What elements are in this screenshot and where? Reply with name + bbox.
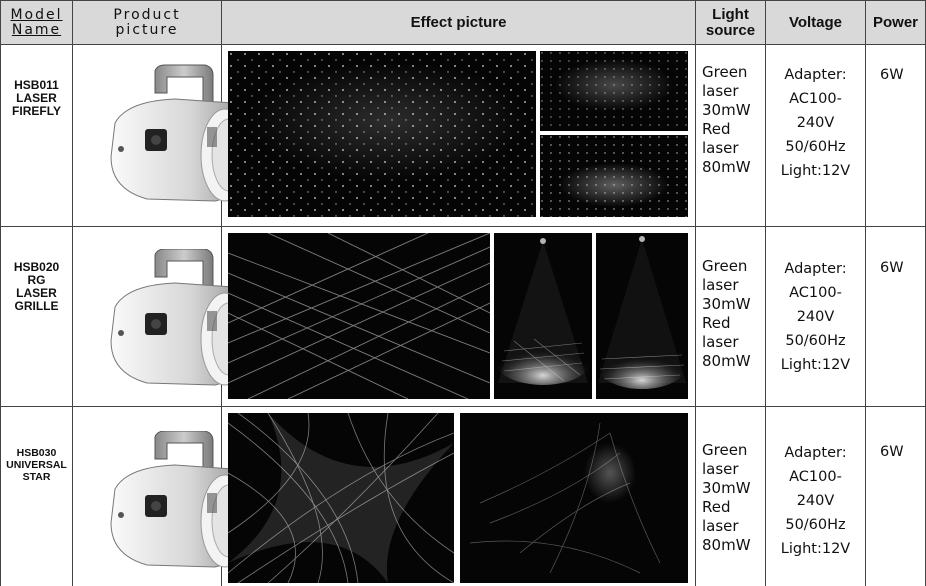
model-name-cell: HSB020 RG LASER GRILLE — [0, 227, 73, 406]
light-source-line: laser — [702, 139, 739, 157]
light-source-line: Red — [702, 314, 731, 332]
model-code: HSB020 — [13, 260, 60, 274]
light-source-line: 30mW — [702, 479, 751, 497]
light-source-line: laser — [702, 276, 739, 294]
header-model-name: Model Name — [0, 1, 73, 45]
table-row: HSB030 UNIVERSAL STAR — [0, 407, 926, 586]
light-source-line: laser — [702, 333, 739, 351]
voltage-line: 240V — [796, 309, 835, 325]
voltage-line: Light:12V — [780, 163, 851, 179]
table-row: HSB011 LASER FIREFLY G — [0, 45, 926, 227]
power-cell: 6W — [866, 407, 926, 586]
light-source-line: Green — [702, 441, 748, 459]
grille-effect-photo-large — [228, 233, 490, 399]
product-picture-cell — [73, 45, 250, 226]
grille-effect-photo-mid — [494, 233, 592, 399]
header-light-line2: source — [705, 21, 756, 39]
header-product-line1: Product — [113, 6, 181, 23]
light-source-line: 80mW — [702, 158, 751, 176]
model-code: HSB011 — [14, 78, 59, 92]
model-line: RG — [27, 273, 46, 287]
model-line: LASER — [16, 91, 57, 105]
power-cell: 6W — [866, 45, 926, 226]
light-source-line: Red — [702, 498, 731, 516]
light-source-line: laser — [702, 460, 739, 478]
header-model-line1: Model — [10, 6, 63, 23]
voltage-line: Adapter: — [784, 445, 847, 461]
light-source-line: Green — [702, 257, 748, 275]
star-effect-photo-right — [460, 413, 688, 583]
voltage-line: AC100- — [789, 469, 842, 485]
effect-picture-cell — [222, 45, 696, 226]
header-product-picture: Product picture — [73, 1, 222, 45]
header-product-line2: picture — [115, 21, 179, 38]
voltage-line: 240V — [796, 493, 835, 509]
voltage-line: 50/60Hz — [785, 139, 846, 155]
model-name-cell: HSB011 LASER FIREFLY — [0, 45, 73, 226]
header-power: Power — [866, 1, 926, 45]
light-source-line: 30mW — [702, 101, 751, 119]
voltage-line: 240V — [796, 115, 835, 131]
light-source-line: laser — [702, 517, 739, 535]
light-source-line: Green — [702, 63, 748, 81]
light-source-line: Red — [702, 120, 731, 138]
light-source-cell: Green laser 30mW Red laser 80mW — [696, 227, 766, 406]
power-cell: 6W — [866, 227, 926, 406]
firefly-effect-photo-bottom — [540, 135, 688, 217]
light-source-cell: Green laser 30mW Red laser 80mW — [696, 45, 766, 226]
voltage-line: Light:12V — [780, 541, 851, 557]
voltage-cell: Adapter: AC100- 240V 50/60Hz Light:12V — [766, 45, 866, 226]
voltage-line: AC100- — [789, 285, 842, 301]
table-row: HSB020 RG LASER GRILLE — [0, 227, 926, 407]
model-line: GRILLE — [14, 299, 59, 313]
light-source-line: 80mW — [702, 352, 751, 370]
voltage-line: 50/60Hz — [785, 333, 846, 349]
voltage-line: Light:12V — [780, 357, 851, 373]
voltage-line: AC100- — [789, 91, 842, 107]
model-line: FIREFLY — [12, 104, 61, 118]
voltage-cell: Adapter: AC100- 240V 50/60Hz Light:12V — [766, 227, 866, 406]
header-light-source: Light source — [696, 1, 766, 45]
model-line: STAR — [22, 471, 51, 483]
voltage-line: Adapter: — [784, 261, 847, 277]
voltage-line: Adapter: — [784, 67, 847, 83]
header-model-line2: Name — [11, 21, 62, 38]
firefly-effect-photo-top — [540, 51, 688, 131]
light-source-line: 30mW — [702, 295, 751, 313]
product-picture-cell — [73, 227, 250, 406]
header-voltage: Voltage — [766, 1, 866, 45]
voltage-cell: Adapter: AC100- 240V 50/60Hz Light:12V — [766, 407, 866, 586]
light-source-line: laser — [702, 82, 739, 100]
model-line: LASER — [16, 286, 57, 300]
grille-effect-photo-right — [596, 233, 688, 399]
model-code: HSB030 — [16, 447, 57, 459]
effect-picture-cell — [222, 227, 696, 406]
header-effect-picture: Effect picture — [222, 1, 696, 45]
light-source-line: 80mW — [702, 536, 751, 554]
voltage-line: 50/60Hz — [785, 517, 846, 533]
model-name-cell: HSB030 UNIVERSAL STAR — [0, 407, 73, 586]
firefly-effect-photo-large — [228, 51, 536, 217]
effect-picture-cell — [222, 407, 696, 586]
star-effect-photo-left — [228, 413, 454, 583]
light-source-cell: Green laser 30mW Red laser 80mW — [696, 407, 766, 586]
model-line: UNIVERSAL — [6, 459, 67, 471]
header-light-line1: Light — [712, 5, 749, 23]
product-picture-cell — [73, 407, 250, 586]
